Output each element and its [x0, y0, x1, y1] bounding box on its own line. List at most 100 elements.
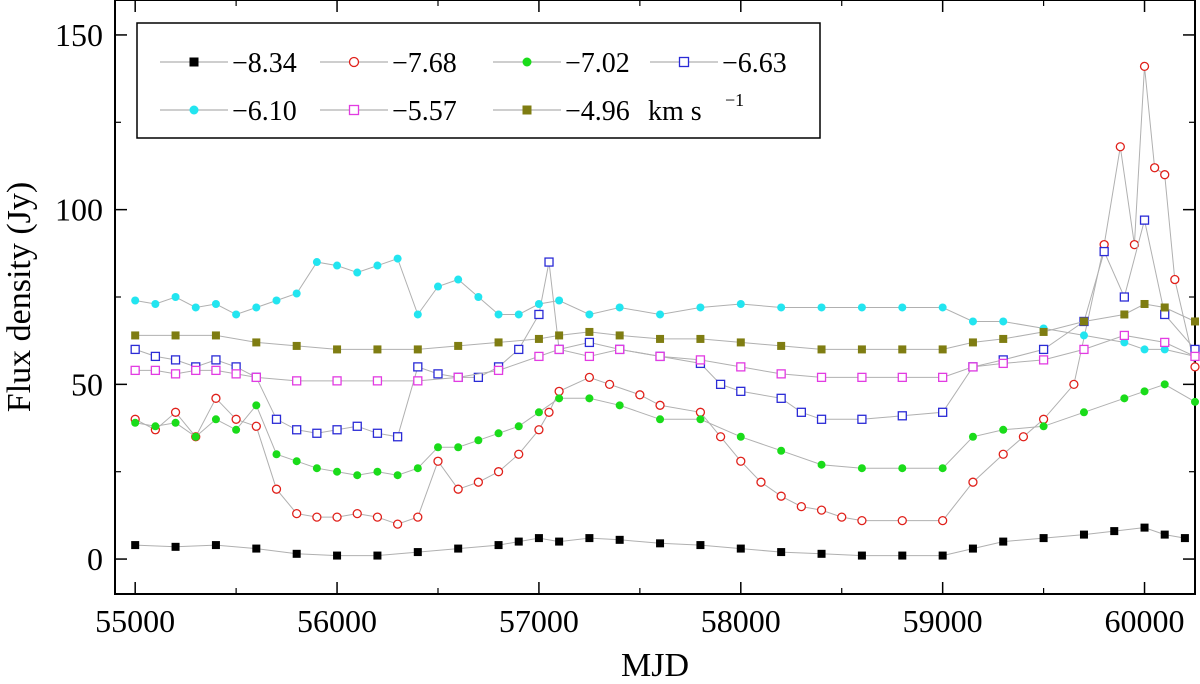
data-point [555, 331, 564, 340]
legend-marker [348, 56, 360, 68]
data-point [1160, 303, 1169, 312]
data-point [776, 491, 786, 501]
data-point [353, 471, 362, 480]
data-point [474, 293, 483, 301]
data-point [585, 327, 594, 336]
data-point [333, 345, 342, 354]
data-point [150, 351, 161, 362]
data-point [998, 358, 1008, 369]
x-tick-label: 55000 [95, 603, 175, 639]
data-point [1120, 310, 1129, 319]
data-point [776, 369, 786, 379]
data-point [736, 338, 745, 347]
data-point [312, 258, 321, 267]
data-point [333, 467, 342, 476]
data-point [777, 341, 786, 350]
tick-labels: 55000 56000 57000 58000 59000 60000 0 50 100 150 [55, 17, 1185, 639]
series-2 [131, 380, 1199, 480]
data-point [1079, 317, 1088, 326]
data-point [413, 512, 423, 522]
axis-ticks [115, 0, 1195, 594]
data-point [857, 464, 866, 473]
data-point [656, 310, 665, 319]
data-point [897, 515, 907, 526]
data-point [413, 362, 423, 372]
data-point [1140, 523, 1149, 532]
data-point [292, 549, 301, 558]
data-point [816, 372, 827, 383]
legend-unit: km s [648, 96, 702, 127]
data-point [1160, 380, 1169, 389]
data-point [150, 365, 161, 376]
data-point [170, 407, 181, 417]
data-point [615, 344, 625, 355]
data-point [454, 443, 463, 452]
data-point [1115, 142, 1125, 152]
data-point [615, 535, 624, 544]
data-point [968, 544, 977, 553]
data-point [695, 407, 706, 417]
data-point [373, 551, 382, 560]
data-point [393, 471, 402, 480]
data-point [555, 537, 564, 546]
data-point [857, 414, 867, 424]
legend-marker [522, 57, 532, 67]
data-point [816, 505, 827, 515]
data-point [1191, 397, 1199, 406]
data-point [938, 407, 948, 417]
data-point [392, 519, 403, 529]
data-point [494, 310, 503, 319]
data-point [251, 421, 261, 431]
data-point [534, 425, 544, 435]
data-point [413, 376, 423, 386]
data-point [857, 303, 866, 312]
data-point [1149, 163, 1160, 173]
data-point [272, 450, 281, 459]
data-point [131, 418, 140, 427]
data-point [999, 425, 1008, 434]
data-point [968, 432, 977, 441]
legend-item: −6.10 [160, 96, 297, 127]
data-point [534, 309, 544, 320]
data-point [968, 362, 978, 372]
data-point [473, 372, 484, 383]
data-point [635, 390, 645, 400]
data-point [736, 456, 746, 466]
data-point [777, 303, 786, 312]
data-point [372, 512, 383, 522]
data-point [1140, 345, 1149, 354]
data-point [191, 432, 200, 441]
data-point [1079, 344, 1089, 355]
data-point [251, 372, 261, 383]
series-line [135, 257, 1196, 357]
data-point [272, 296, 281, 305]
data-point [554, 344, 564, 355]
data-point [1120, 338, 1129, 347]
data-point [514, 537, 523, 546]
data-point [353, 268, 362, 277]
data-point [1160, 309, 1170, 320]
legend-label: −6.63 [722, 48, 787, 79]
data-point [252, 544, 261, 553]
data-point [413, 464, 422, 473]
legend-item: −4.96 km s −1 [493, 90, 744, 127]
series-3 [130, 215, 1200, 442]
data-point [1099, 246, 1109, 257]
data-point [211, 299, 220, 308]
data-point [857, 372, 867, 383]
data-point [897, 411, 907, 421]
data-point [655, 400, 665, 410]
data-point [211, 365, 221, 376]
legend-marker [189, 57, 199, 67]
data-point [857, 515, 867, 526]
data-point [1180, 534, 1189, 543]
legend-item: −8.34 [160, 48, 297, 79]
data-point [968, 317, 977, 326]
data-point [938, 464, 947, 473]
data-point [473, 477, 484, 487]
data-point [898, 345, 907, 354]
data-point [584, 372, 595, 383]
y-axis-title: Flux density (Jy) [1, 182, 38, 412]
data-point [555, 394, 564, 403]
data-point [171, 542, 180, 551]
